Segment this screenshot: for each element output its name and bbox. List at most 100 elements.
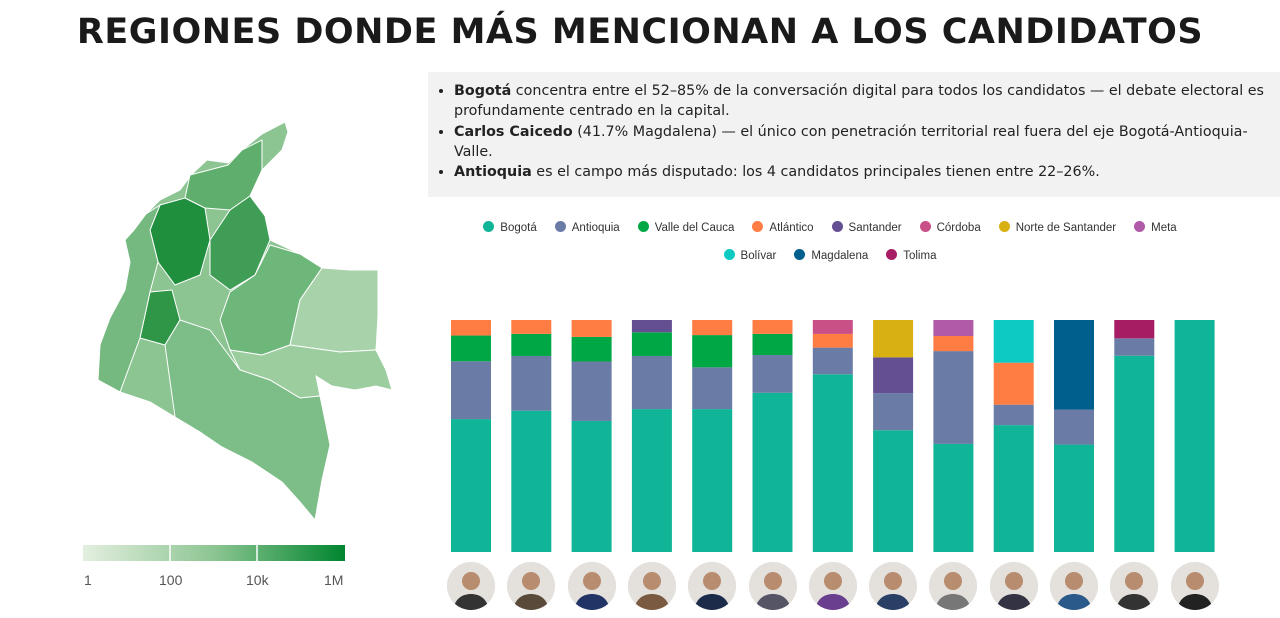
insight-item: Bogotá concentra entre el 52–85% de la c… [454,81,1266,122]
bar-segment-bogota [752,392,793,552]
legend-label: Atlántico [769,222,814,234]
bar-segment-bogota [1174,320,1215,552]
legend-swatch-icon [794,249,806,260]
key-insights-box: Bogotá concentra entre el 52–85% de la c… [428,72,1280,197]
insight-keyword: Antioquia [454,164,532,181]
legend-swatch-icon [554,221,566,232]
legend-swatch-icon [483,221,495,232]
map-region-caribe [184,139,263,211]
legend-item[interactable]: Antioquia [554,214,620,242]
bar-segment-atlantico [933,336,974,352]
candidate-photo [688,562,737,610]
insight-text: es el campo más disputado: los 4 candida… [531,164,1100,181]
bar-segment-valle-del-cauca [752,333,793,356]
bar-segment-antioquia [993,404,1034,426]
bar-segment-valle-del-cauca [511,333,552,356]
map-color-scale [83,545,345,561]
legend-item[interactable]: Santander [831,214,902,242]
bar-segment-antioquia [873,393,914,431]
insight-text: (41.7% Magdalena) — el único con penetra… [454,123,1248,160]
bar-segment-bogota [993,425,1034,552]
candidate-photo [1170,562,1219,610]
legend-item[interactable]: Córdoba [919,214,981,242]
bar-segment-magdalena [1054,320,1094,410]
map-region-pacific [97,203,162,393]
legend-swatch-icon [1134,221,1146,232]
bar-segment-bogota [1054,444,1094,552]
candidate-photo [1050,562,1098,610]
bar-segment-valle-del-cauca [451,335,491,362]
bar-segment-bogota [1114,355,1155,552]
bar-segment-atlantico [571,320,612,337]
bar-segment-norte-de-santander [873,320,914,358]
bar-segment-bolivar [993,320,1034,363]
bar-segment-bogota [631,409,672,552]
legend-item[interactable]: Magdalena [794,242,868,270]
legend-swatch-icon [723,249,735,260]
legend-label: Antioquia [571,222,620,234]
bar-segment-santander [873,357,914,394]
legend-item[interactable]: Atlántico [752,214,814,242]
bar-segment-atlantico [451,320,491,336]
bar-segment-valle-del-cauca [631,332,672,356]
candidate-photo [567,562,616,610]
bar-segment-antioquia [933,351,974,444]
candidate-photo [1110,562,1159,610]
bar-segment-bogota [692,409,733,552]
scale-tick-label: 10k [246,572,269,588]
legend-item[interactable]: Bogotá [483,214,537,242]
legend-label: Norte de Santander [1015,222,1117,234]
bar-segment-santander [631,320,672,333]
candidate-photo [507,562,556,610]
legend-label: Córdoba [936,222,981,234]
scale-tick-label: 100 [159,572,183,588]
bar-segment-atlantico [812,333,853,348]
legend-item[interactable]: Valle del Cauca [637,214,735,242]
legend-swatch-icon [831,221,843,232]
insight-item: Carlos Caicedo (41.7% Magdalena) — el ún… [454,122,1266,163]
legend-swatch-icon [752,221,764,232]
legend-swatch-icon [998,221,1010,232]
legend-label: Meta [1151,222,1177,234]
bar-segment-meta [933,320,974,337]
candidate-photo [627,562,676,610]
candidate-photo [929,562,978,610]
legend-item[interactable]: Bolívar [723,242,777,270]
bar-segment-bogota [511,410,552,552]
legend-label: Tolima [903,250,937,262]
colombia-choropleth-map [97,121,393,522]
legend-item[interactable]: Norte de Santander [998,214,1117,242]
chart-legend: Bogotá Antioquia Valle del Cauca Atlántico S… [440,214,1220,270]
page-title: REGIONES DONDE MÁS MENCIONAN A LOS CANDI… [76,12,1204,52]
bar-segment-valle-del-cauca [571,336,612,362]
bar-segment-bogota [873,430,914,552]
bar-segment-atlantico [993,362,1034,405]
candidate-photo [869,562,918,610]
bar-segment-antioquia [631,355,672,410]
bar-segment-antioquia [511,355,552,411]
bar-segment-antioquia [692,367,733,410]
insight-text: concentra entre el 52–85% de la conversa… [454,83,1264,120]
bar-segment-bogota [571,420,612,552]
insight-item: Antioquia es el campo más disputado: los… [454,162,1266,182]
legend-label: Magdalena [811,250,869,262]
legend-item[interactable]: Meta [1134,214,1177,242]
legend-swatch-icon [637,221,649,232]
candidate-photo [808,562,857,610]
legend-label: Bogotá [500,222,537,234]
bar-segment-atlantico [752,320,793,334]
scale-tick-label: 1 [84,572,92,588]
bar-segment-cordoba [812,320,853,334]
bar-segment-valle-del-cauca [692,335,733,368]
legend-label: Bolívar [740,250,777,262]
legend-label: Valle del Cauca [654,222,735,234]
insight-keyword: Bogotá [454,83,512,99]
bar-segment-antioquia [1114,338,1155,356]
legend-item[interactable]: Tolima [886,242,936,270]
legend-swatch-icon [919,221,931,232]
bar-segment-antioquia [812,347,853,375]
candidate-photo [447,562,495,610]
bar-segment-bogota [933,443,974,552]
candidate-photo [989,562,1038,610]
insight-keyword: Carlos Caicedo [454,123,573,140]
